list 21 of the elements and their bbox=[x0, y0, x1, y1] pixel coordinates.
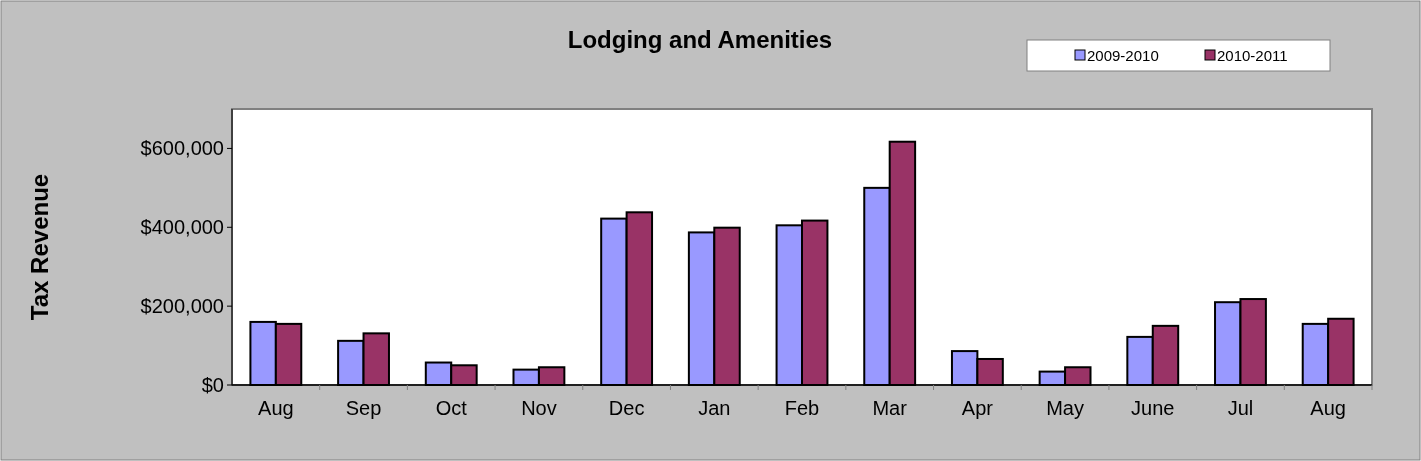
y-tick-label: $400,000 bbox=[140, 216, 224, 239]
x-tick-label: Aug bbox=[1310, 397, 1346, 419]
x-tick-label: Feb bbox=[784, 397, 820, 419]
y-axis-title: Tax Revenue bbox=[26, 173, 53, 321]
y-tick-label: $600,000 bbox=[140, 137, 224, 160]
y-tick-label: $200,000 bbox=[140, 295, 224, 318]
legend-label: 2009-2010 bbox=[1087, 47, 1159, 64]
legend-label: 2010-2011 bbox=[1217, 47, 1288, 64]
x-tick-label: Sep bbox=[345, 397, 382, 419]
x-tick-label: Jan bbox=[698, 397, 731, 419]
x-tick-label: Nov bbox=[521, 397, 557, 419]
x-tick-label: Dec bbox=[608, 397, 645, 419]
x-tick-label: Mar bbox=[872, 397, 908, 419]
x-tick-label: May bbox=[1046, 397, 1084, 419]
y-tick-label: $0 bbox=[201, 374, 224, 396]
x-tick-label: Apr bbox=[961, 397, 994, 419]
x-tick-label: Oct bbox=[435, 397, 468, 419]
x-tick-label: Aug bbox=[258, 397, 294, 419]
x-tick-label: Jul bbox=[1227, 397, 1254, 419]
x-tick-label: June bbox=[1131, 397, 1175, 419]
chart-title: Lodging and Amenities bbox=[567, 26, 833, 53]
